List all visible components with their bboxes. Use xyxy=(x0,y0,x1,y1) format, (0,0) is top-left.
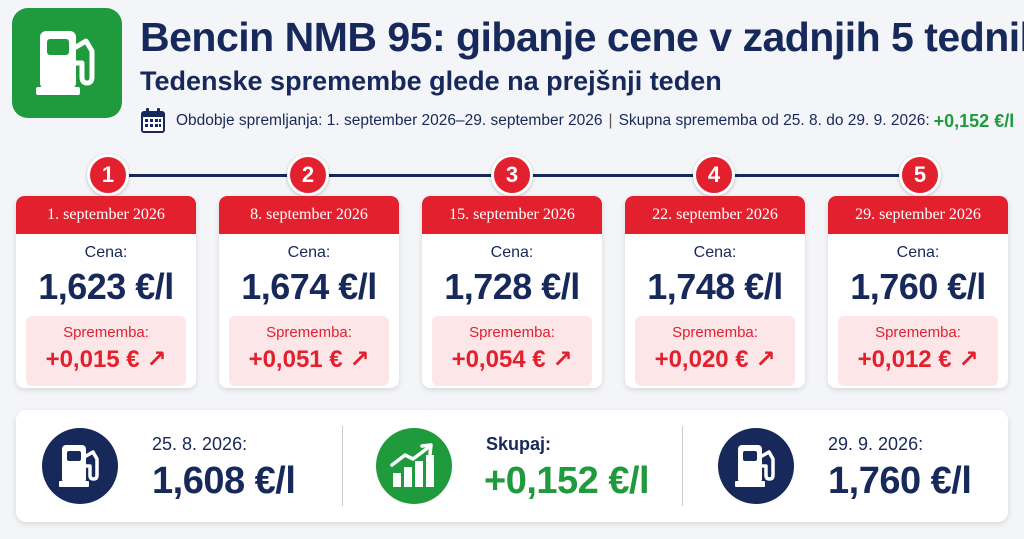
week-card-5: 29. september 2026 Cena: 1,760 €/l Sprem… xyxy=(828,196,1008,388)
end-icon-circle xyxy=(718,428,794,504)
end-price-value: 1,760 €/l xyxy=(828,460,972,502)
growth-chart-icon xyxy=(390,443,434,487)
week-date: 8. september 2026 xyxy=(219,196,399,234)
step-badge-1: 1 xyxy=(87,154,129,196)
period-info: Obdobje spremljanja: 1. september 2026–2… xyxy=(140,108,1014,134)
step-badge-2: 2 xyxy=(287,154,329,196)
step-badge-5: 5 xyxy=(899,154,941,196)
price-value: 1,623 €/l xyxy=(38,266,174,307)
change-label: Sprememba: xyxy=(875,324,961,341)
change-label: Sprememba: xyxy=(266,324,352,341)
start-price-value: 1,608 €/l xyxy=(152,460,296,502)
period-separator: | xyxy=(608,112,613,129)
week-card-2: 8. september 2026 Cena: 1,674 €/l Spreme… xyxy=(219,196,399,388)
change-box: Sprememba: +0,020 € ↗ xyxy=(635,316,795,386)
price-value: 1,674 €/l xyxy=(241,266,377,307)
fuel-pump-icon xyxy=(59,445,99,487)
start-icon-circle xyxy=(42,428,118,504)
change-box: Sprememba: +0,054 € ↗ xyxy=(432,316,592,386)
change-value: +0,054 € ↗ xyxy=(451,346,573,373)
change-box: Sprememba: +0,015 € ↗ xyxy=(26,316,186,386)
week-date: 15. september 2026 xyxy=(422,196,602,234)
price-label: Cena: xyxy=(693,244,737,261)
fuel-pump-icon xyxy=(36,31,95,95)
total-value: +0,152 €/l xyxy=(484,460,650,502)
end-date-label: 29. 9. 2026: xyxy=(828,434,924,454)
price-label: Cena: xyxy=(490,244,534,261)
change-label: Sprememba: xyxy=(469,324,555,341)
logo-badge xyxy=(12,8,122,118)
change-label: Sprememba: xyxy=(63,324,149,341)
change-value: +0,015 € ↗ xyxy=(45,346,167,373)
week-card-4: 22. september 2026 Cena: 1,748 €/l Sprem… xyxy=(625,196,805,388)
summary-panel: 25. 8. 2026: 1,608 €/l Skupaj: +0,152 €/… xyxy=(16,410,1008,522)
price-label: Cena: xyxy=(84,244,128,261)
total-change-label: Skupna sprememba od 25. 8. do 29. 9. 202… xyxy=(618,112,930,129)
week-date: 22. september 2026 xyxy=(625,196,805,234)
page-subtitle: Tedenske spremembe glede na prejšnji ted… xyxy=(140,66,722,96)
total-change-value: +0,152 €/l xyxy=(933,110,1015,131)
change-box: Sprememba: +0,051 € ↗ xyxy=(229,316,389,386)
week-card-3: 15. september 2026 Cena: 1,728 €/l Sprem… xyxy=(422,196,602,388)
change-value: +0,020 € ↗ xyxy=(654,346,776,373)
page-title: Bencin NMB 95: gibanje cene v zadnjih 5 … xyxy=(140,14,1024,60)
step-badge-4: 4 xyxy=(693,154,735,196)
price-value: 1,760 €/l xyxy=(850,266,986,307)
price-label: Cena: xyxy=(896,244,940,261)
week-date: 1. september 2026 xyxy=(16,196,196,234)
week-date: 29. september 2026 xyxy=(828,196,1008,234)
calendar-icon xyxy=(141,108,165,133)
change-value: +0,051 € ↗ xyxy=(248,346,370,373)
change-label: Sprememba: xyxy=(672,324,758,341)
price-value: 1,728 €/l xyxy=(444,266,580,307)
start-date-label: 25. 8. 2026: xyxy=(152,434,248,454)
change-box: Sprememba: +0,012 € ↗ xyxy=(838,316,998,386)
period-label: Obdobje spremljanja: 1. september 2026–2… xyxy=(176,112,603,129)
summary-divider xyxy=(682,426,683,506)
step-badge-3: 3 xyxy=(491,154,533,196)
change-value: +0,012 € ↗ xyxy=(857,346,979,373)
price-label: Cena: xyxy=(287,244,331,261)
fuel-pump-icon xyxy=(735,445,775,487)
total-icon-circle xyxy=(376,428,452,504)
total-label: Skupaj: xyxy=(486,434,552,454)
week-card-1: 1. september 2026 Cena: 1,623 €/l Spreme… xyxy=(16,196,196,388)
price-value: 1,748 €/l xyxy=(647,266,783,307)
summary-divider xyxy=(342,426,343,506)
